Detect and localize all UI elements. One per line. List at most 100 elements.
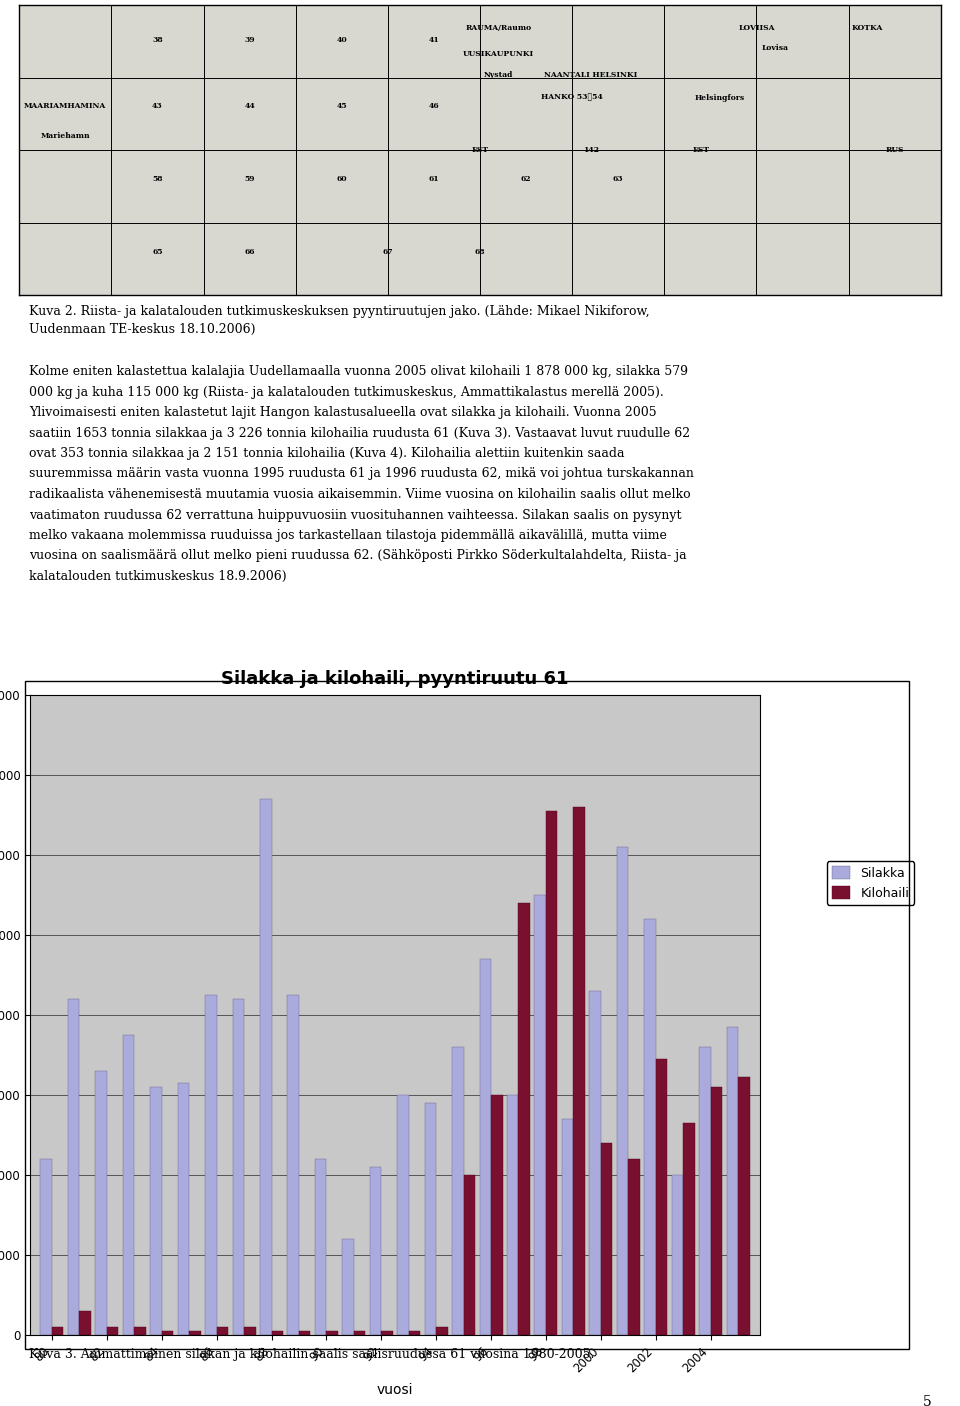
Bar: [672, 1175, 684, 1336]
Text: 40: 40: [336, 35, 348, 44]
Bar: [436, 1327, 447, 1336]
Text: Helsingfors: Helsingfors: [694, 94, 745, 101]
Bar: [370, 1167, 381, 1336]
Text: EST: EST: [471, 146, 489, 155]
Bar: [40, 1159, 52, 1336]
Bar: [518, 903, 530, 1336]
Text: RUS: RUS: [885, 146, 904, 155]
Bar: [573, 807, 585, 1336]
Bar: [244, 1327, 255, 1336]
Bar: [80, 1310, 91, 1336]
Text: radikaalista vähenemisestä muutamia vuosia aikaisemmin. Viime vuosina on kilohai: radikaalista vähenemisestä muutamia vuos…: [29, 488, 690, 501]
Bar: [492, 1095, 503, 1336]
Bar: [150, 1087, 161, 1336]
Text: saatiin 1653 tonnia silakkaa ja 3 226 tonnia kilohailia ruudusta 61 (Kuva 3). Va: saatiin 1653 tonnia silakkaa ja 3 226 to…: [29, 426, 690, 440]
Bar: [68, 1000, 80, 1336]
Text: 61: 61: [428, 174, 440, 183]
Bar: [656, 1059, 667, 1336]
Bar: [134, 1327, 146, 1336]
Bar: [699, 1047, 710, 1336]
Text: kalatalouden tutkimuskeskus 18.9.2006): kalatalouden tutkimuskeskus 18.9.2006): [29, 569, 286, 583]
Bar: [710, 1087, 722, 1336]
Bar: [205, 995, 217, 1336]
Bar: [52, 1327, 63, 1336]
Text: MAARIAMHAMINA: MAARIAMHAMINA: [24, 103, 107, 111]
Bar: [189, 1331, 201, 1336]
Text: 60: 60: [336, 174, 348, 183]
Bar: [464, 1175, 475, 1336]
Text: 66: 66: [245, 247, 254, 256]
Bar: [381, 1331, 393, 1336]
Bar: [452, 1047, 464, 1336]
Bar: [123, 1035, 134, 1336]
Bar: [272, 1331, 283, 1336]
Text: Kuva 3. Ammattimainen silakan ja kilohailin saalis saalisruudussa 61 vuosina 198: Kuva 3. Ammattimainen silakan ja kilohai…: [29, 1348, 594, 1361]
Text: LOVIISA: LOVIISA: [738, 24, 775, 32]
Bar: [589, 991, 601, 1336]
Bar: [507, 1095, 518, 1336]
Bar: [95, 1071, 107, 1336]
Text: UUSIKAUPUNKI: UUSIKAUPUNKI: [463, 51, 534, 58]
Text: 39: 39: [244, 35, 255, 44]
Bar: [684, 1123, 695, 1336]
Bar: [616, 846, 628, 1336]
Text: EST: EST: [692, 146, 709, 155]
Text: Lovisa: Lovisa: [761, 45, 788, 52]
Text: Ylivoimaisesti eniten kalastetut lajit Hangon kalastusalueella ovat silakka ja k: Ylivoimaisesti eniten kalastetut lajit H…: [29, 406, 657, 419]
Bar: [424, 1102, 436, 1336]
Bar: [354, 1331, 366, 1336]
Text: 41: 41: [428, 35, 440, 44]
Bar: [178, 1083, 189, 1336]
Bar: [326, 1331, 338, 1336]
Text: suuremmissa määrin vasta vuonna 1995 ruudusta 61 ja 1996 ruudusta 62, mikä voi j: suuremmissa määrin vasta vuonna 1995 ruu…: [29, 468, 694, 481]
Bar: [343, 1239, 354, 1336]
Text: 46: 46: [428, 103, 440, 111]
Text: vuosina on saalismäärä ollut melko pieni ruudussa 62. (Sähköposti Pirkko Söderku: vuosina on saalismäärä ollut melko pieni…: [29, 550, 686, 562]
Text: 45: 45: [336, 103, 348, 111]
Text: 44: 44: [244, 103, 255, 111]
Bar: [217, 1327, 228, 1336]
Text: ovat 353 tonnia silakkaa ja 2 151 tonnia kilohailia (Kuva 4). Kilohailia alettii: ovat 353 tonnia silakkaa ja 2 151 tonnia…: [29, 447, 624, 460]
Text: 5: 5: [923, 1395, 931, 1406]
X-axis label: vuosi: vuosi: [376, 1384, 413, 1398]
Text: 67: 67: [382, 247, 394, 256]
Text: vaatimaton ruudussa 62 verrattuna huippuvuosiin vuosituhannen vaihteessa. Silaka: vaatimaton ruudussa 62 verrattuna huippu…: [29, 509, 682, 522]
Bar: [644, 920, 656, 1336]
Bar: [397, 1095, 409, 1336]
Text: HANKO 53⁔54: HANKO 53⁔54: [541, 94, 603, 101]
Bar: [409, 1331, 420, 1336]
Bar: [260, 799, 272, 1336]
Text: 68: 68: [475, 247, 485, 256]
Text: 63: 63: [612, 174, 624, 183]
Text: Mariehamn: Mariehamn: [40, 132, 90, 139]
Bar: [107, 1327, 118, 1336]
Text: 58: 58: [153, 174, 162, 183]
Legend: Silakka, Kilohaili: Silakka, Kilohaili: [827, 862, 914, 904]
Text: 000 kg ja kuha 115 000 kg (Riista- ja kalatalouden tutkimuskeskus, Ammattikalast: 000 kg ja kuha 115 000 kg (Riista- ja ka…: [29, 385, 663, 398]
Bar: [628, 1159, 639, 1336]
Bar: [161, 1331, 173, 1336]
Text: Nystad: Nystad: [484, 70, 513, 79]
Text: RAUMA/Raumo: RAUMA/Raumo: [466, 24, 532, 32]
Bar: [232, 1000, 244, 1336]
Bar: [727, 1026, 738, 1336]
Bar: [287, 995, 299, 1336]
Text: 38: 38: [152, 35, 163, 44]
Text: 65: 65: [153, 247, 162, 256]
Bar: [738, 1077, 750, 1336]
Bar: [299, 1331, 310, 1336]
Bar: [315, 1159, 326, 1336]
Bar: [535, 896, 546, 1336]
Text: 142: 142: [583, 146, 599, 155]
Bar: [562, 1119, 573, 1336]
Text: Kuva 2. Riista- ja kalatalouden tutkimuskeskuksen pyyntiruutujen jako. (Lähde: M: Kuva 2. Riista- ja kalatalouden tutkimus…: [29, 305, 649, 318]
Title: Silakka ja kilohaili, pyyntiruutu 61: Silakka ja kilohaili, pyyntiruutu 61: [221, 669, 568, 688]
Bar: [546, 811, 558, 1336]
Text: melko vakaana molemmissa ruuduissa jos tarkastellaan tilastoja pidemmällä aikavä: melko vakaana molemmissa ruuduissa jos t…: [29, 529, 666, 541]
Text: Uudenmaan TE-keskus 18.10.2006): Uudenmaan TE-keskus 18.10.2006): [29, 323, 255, 336]
Text: KOTKA: KOTKA: [852, 24, 883, 32]
Text: Kolme eniten kalastettua kalalajia Uudellamaalla vuonna 2005 olivat kilohaili 1 : Kolme eniten kalastettua kalalajia Uudel…: [29, 366, 687, 378]
Bar: [601, 1143, 612, 1336]
Text: 59: 59: [245, 174, 254, 183]
Bar: [480, 959, 492, 1336]
